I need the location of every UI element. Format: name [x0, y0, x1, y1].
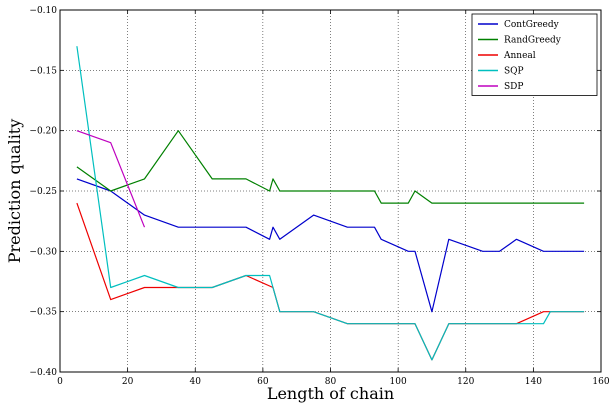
- legend: ContGreedy RandGreedy Anneal SQP SDP: [471, 13, 598, 96]
- series-line-sdp: [76, 130, 146, 228]
- x-tick-label: 40: [190, 377, 202, 387]
- x-tick-label: 160: [592, 377, 609, 387]
- x-tick-label: 0: [57, 377, 63, 387]
- y-tick-label: −0.35: [29, 308, 57, 318]
- series-line-sqp: [76, 46, 585, 361]
- x-tick-labels: 0 20 40 60 80 100 120 140 160: [57, 377, 609, 387]
- x-tick-label: 100: [390, 377, 407, 387]
- legend-label-contgreedy: ContGreedy: [504, 20, 560, 30]
- x-tick-label: 80: [325, 377, 337, 387]
- y-tick-label: −0.25: [29, 187, 57, 197]
- y-tick-label: −0.30: [29, 247, 57, 257]
- y-tick-label: −0.15: [29, 66, 57, 76]
- y-tick-label: −0.10: [29, 6, 57, 16]
- x-tick-label: 60: [257, 377, 269, 387]
- y-tick-label: −0.40: [29, 368, 57, 378]
- y-axis-title: Prediction quality: [5, 119, 24, 264]
- legend-label-randgreedy: RandGreedy: [504, 36, 562, 46]
- legend-label-sqp: SQP: [504, 67, 524, 77]
- legend-label-anneal: Anneal: [503, 51, 536, 61]
- y-tick-label: −0.20: [29, 127, 57, 137]
- axis-ticks: [59, 9, 602, 373]
- x-tick-label: 20: [122, 377, 134, 387]
- x-tick-label: 120: [457, 377, 474, 387]
- legend-label-sdp: SDP: [504, 82, 523, 92]
- x-tick-label: 140: [525, 377, 542, 387]
- series-layer: [76, 46, 585, 361]
- series-line-randgreedy: [76, 130, 585, 204]
- x-axis-title: Length of chain: [267, 384, 394, 403]
- y-tick-labels: −0.40 −0.35 −0.30 −0.25 −0.20 −0.15 −0.10: [29, 6, 57, 378]
- series-line-contgreedy: [76, 178, 585, 313]
